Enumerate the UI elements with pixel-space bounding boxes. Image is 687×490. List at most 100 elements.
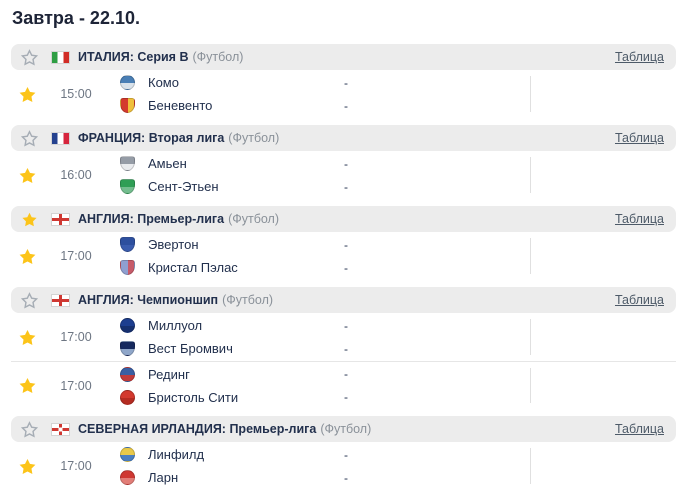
- teams-cell: Комо Беневенто: [120, 71, 344, 117]
- team-logo-icon: [120, 179, 135, 194]
- score-home: -: [344, 318, 348, 333]
- sport-label: (Футбол): [320, 422, 372, 436]
- odds-column: [530, 313, 676, 361]
- league-favorite-star[interactable]: [19, 291, 39, 309]
- score-cell: - -: [344, 71, 360, 117]
- odds-column: [530, 232, 676, 280]
- league-name: СЕВЕРНАЯ ИРЛАНДИЯ: Премьер-лига: [78, 422, 317, 436]
- league-name: ФРАНЦИЯ: Вторая лига: [78, 131, 225, 145]
- team-name: Линфилд: [148, 447, 205, 462]
- match-favorite-star[interactable]: [11, 328, 43, 347]
- team-logo-icon: [120, 237, 135, 252]
- team-away[interactable]: Беневенто: [120, 94, 344, 117]
- team-logo-icon: [120, 75, 135, 90]
- team-logo-icon: [120, 447, 135, 462]
- score-home: -: [344, 75, 348, 90]
- match-row: 17:00 Эвертон Кристал Пэлас - -: [11, 232, 676, 280]
- sport-label: (Футбол): [228, 131, 280, 145]
- table-link[interactable]: Таблица: [614, 212, 664, 226]
- league-favorite-star[interactable]: [19, 48, 39, 66]
- team-away[interactable]: Сент-Этьен: [120, 175, 344, 198]
- league-favorite-star[interactable]: [19, 129, 39, 147]
- match-time: 17:00: [60, 459, 92, 473]
- match-favorite-star[interactable]: [11, 376, 43, 395]
- score-home: -: [344, 447, 348, 462]
- score-cell: - -: [344, 314, 360, 360]
- league-header: АНГЛИЯ: Премьер-лига (Футбол) Таблица: [11, 206, 676, 232]
- team-logo-icon: [120, 389, 135, 405]
- score-away: -: [344, 98, 348, 113]
- match-time: 16:00: [60, 168, 92, 182]
- team-away[interactable]: Бристоль Сити: [120, 386, 344, 409]
- league-header: АНГЛИЯ: Чемпионшип (Футбол) Таблица: [11, 287, 676, 313]
- team-name: Бристоль Сити: [148, 389, 239, 405]
- teams-cell: Эвертон Кристал Пэлас: [120, 233, 344, 279]
- score-away: -: [344, 341, 348, 356]
- match-favorite-star[interactable]: [11, 85, 43, 104]
- league-header: ФРАНЦИЯ: Вторая лига (Футбол) Таблица: [11, 125, 676, 151]
- league-header: СЕВЕРНАЯ ИРЛАНДИЯ: Премьер-лига (Футбол) …: [11, 416, 676, 442]
- team-home[interactable]: Амьен: [120, 152, 344, 175]
- team-logo-icon: [120, 156, 135, 171]
- table-link[interactable]: Таблица: [614, 50, 664, 64]
- match-favorite-star[interactable]: [11, 166, 43, 185]
- team-away[interactable]: Кристал Пэлас: [120, 256, 344, 279]
- league-favorite-star[interactable]: [19, 420, 39, 438]
- team-away[interactable]: Вест Бромвич: [120, 337, 344, 360]
- country-flag-icon: [51, 212, 70, 226]
- team-name: Сент-Этьен: [148, 179, 219, 194]
- league-title[interactable]: ФРАНЦИЯ: Вторая лига (Футбол): [78, 131, 279, 145]
- league-section: ФРАНЦИЯ: Вторая лига (Футбол) Таблица 16:…: [11, 125, 676, 199]
- league-title[interactable]: АНГЛИЯ: Чемпионшип (Футбол): [78, 293, 273, 307]
- team-logo-icon: [120, 260, 135, 275]
- score-away: -: [344, 470, 348, 485]
- team-home[interactable]: Миллуол: [120, 314, 344, 337]
- sport-label: (Футбол): [222, 293, 274, 307]
- team-name: Эвертон: [148, 237, 199, 252]
- score-home: -: [344, 367, 348, 381]
- team-home[interactable]: Линфилд: [120, 443, 344, 466]
- team-logo-icon: [120, 470, 135, 485]
- league-title[interactable]: ИТАЛИЯ: Серия B (Футбол): [78, 50, 243, 64]
- league-section: АНГЛИЯ: Чемпионшип (Футбол) Таблица 17:00…: [11, 287, 676, 409]
- score-home: -: [344, 156, 348, 171]
- team-name: Амьен: [148, 156, 187, 171]
- table-link[interactable]: Таблица: [614, 422, 664, 436]
- sport-label: (Футбол): [228, 212, 280, 226]
- team-logo-icon: [120, 341, 135, 356]
- score-cell: - -: [344, 363, 360, 409]
- match-row: 16:00 Амьен Сент-Этьен - -: [11, 151, 676, 199]
- teams-cell: Амьен Сент-Этьен: [120, 152, 344, 198]
- team-home[interactable]: Комо: [120, 71, 344, 94]
- country-flag-icon: [51, 50, 70, 64]
- match-row: 17:00 Линфилд Ларн - -: [11, 442, 676, 490]
- team-name: Кристал Пэлас: [148, 260, 238, 275]
- score-cell: - -: [344, 443, 360, 489]
- team-name: Ларн: [148, 470, 179, 485]
- team-home[interactable]: Эвертон: [120, 233, 344, 256]
- team-name: Комо: [148, 75, 179, 90]
- teams-cell: Миллуол Вест Бромвич: [120, 314, 344, 360]
- table-link[interactable]: Таблица: [614, 131, 664, 145]
- score-cell: - -: [344, 152, 360, 198]
- league-title[interactable]: СЕВЕРНАЯ ИРЛАНДИЯ: Премьер-лига (Футбол): [78, 422, 371, 436]
- league-title[interactable]: АНГЛИЯ: Премьер-лига (Футбол): [78, 212, 279, 226]
- odds-column: [530, 70, 676, 118]
- match-favorite-star[interactable]: [11, 247, 43, 266]
- odds-column: [530, 362, 676, 409]
- teams-cell: Рединг Бристоль Сити: [120, 363, 344, 409]
- table-link[interactable]: Таблица: [614, 293, 664, 307]
- odds-column: [530, 151, 676, 199]
- league-favorite-star[interactable]: [19, 211, 39, 228]
- score-away: -: [344, 179, 348, 194]
- league-name: АНГЛИЯ: Чемпионшип: [78, 293, 219, 307]
- match-time: 15:00: [60, 87, 92, 101]
- match-favorite-star[interactable]: [11, 457, 43, 476]
- match-time: 17:00: [60, 249, 92, 263]
- team-away[interactable]: Ларн: [120, 466, 344, 489]
- team-home[interactable]: Рединг: [120, 363, 344, 386]
- team-name: Миллуол: [148, 318, 203, 333]
- sections-list: ИТАЛИЯ: Серия B (Футбол) Таблица 15:00 Ко…: [11, 44, 676, 490]
- league-name: ИТАЛИЯ: Серия B: [78, 50, 189, 64]
